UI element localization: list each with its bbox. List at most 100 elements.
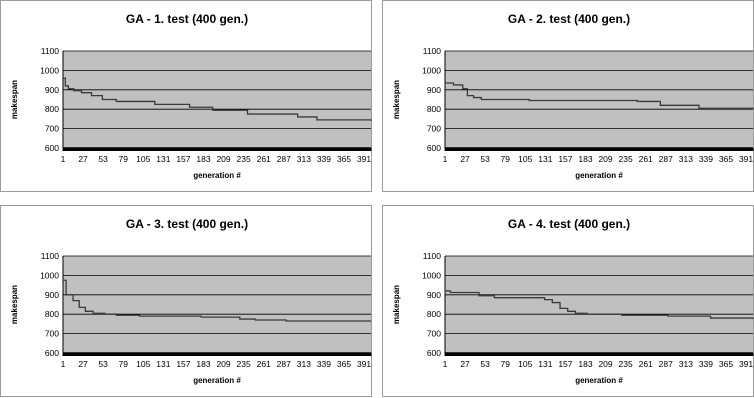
x-tick-label: 287 (277, 359, 291, 369)
y-tick-label: 800 (427, 104, 441, 114)
y-tick-label: 800 (427, 309, 441, 319)
x-tick-label: 53 (98, 359, 108, 369)
y-tick-label: 600 (45, 143, 59, 153)
x-tick-label: 235 (619, 154, 633, 164)
chart-title: GA - 3. test (400 gen.) (126, 217, 248, 231)
y-tick-label: 800 (45, 104, 59, 114)
x-tick-label: 105 (518, 154, 532, 164)
x-axis-ticks (444, 148, 754, 151)
x-tick-label: 391 (357, 154, 371, 164)
plot-area (445, 256, 753, 353)
plot-area (63, 256, 371, 353)
x-tick-label: 313 (679, 359, 693, 369)
x-axis-label: generation # (575, 171, 623, 180)
x-tick-label: 53 (480, 154, 490, 164)
x-tick-label: 131 (156, 359, 170, 369)
y-tick-label: 900 (427, 85, 441, 95)
x-tick-label: 365 (719, 359, 733, 369)
x-axis-label: generation # (193, 376, 241, 385)
x-tick-label: 131 (156, 154, 170, 164)
chart-panel-1: GA - 1. test (400 gen.) 600 700 800 900 1000 1… (0, 0, 372, 192)
x-tick-label: 1 (443, 359, 448, 369)
chart-panel-2: GA - 2. test (400 gen.) 600 700 800 900 1000 1… (382, 0, 754, 192)
x-tick-label: 391 (357, 359, 371, 369)
y-axis-label: makespan (392, 80, 401, 119)
x-tick-label: 235 (237, 154, 251, 164)
chart-title: GA - 1. test (400 gen.) (126, 12, 248, 26)
x-tick-label: 105 (136, 359, 150, 369)
y-tick-label: 1000 (422, 65, 441, 75)
x-axis-ticks (62, 148, 372, 151)
y-tick-label: 1000 (40, 65, 59, 75)
y-tick-label: 600 (45, 348, 59, 358)
y-tick-label: 1100 (41, 46, 60, 56)
series-line (63, 77, 372, 121)
x-tick-label: 339 (317, 359, 331, 369)
x-tick-label: 261 (257, 154, 271, 164)
x-tick-label: 183 (578, 154, 592, 164)
y-tick-label: 900 (45, 290, 59, 300)
chart-title: GA - 2. test (400 gen.) (508, 12, 630, 26)
x-tick-label: 261 (639, 154, 653, 164)
x-tick-label: 209 (216, 359, 230, 369)
x-tick-label: 131 (538, 359, 552, 369)
y-tick-label: 1100 (423, 46, 442, 56)
chart-title: GA - 4. test (400 gen.) (508, 217, 630, 231)
series-line (445, 290, 754, 320)
y-tick-label: 1000 (40, 270, 59, 280)
y-tick-label: 1100 (41, 251, 60, 261)
x-tick-label: 235 (237, 359, 251, 369)
x-tick-label: 27 (78, 359, 88, 369)
y-tick-label: 1100 (423, 251, 442, 261)
x-tick-label: 27 (78, 154, 88, 164)
x-axis-label: generation # (575, 376, 623, 385)
x-tick-label: 261 (639, 359, 653, 369)
x-tick-label: 79 (500, 359, 510, 369)
x-tick-label: 365 (337, 359, 351, 369)
x-tick-label: 313 (679, 154, 693, 164)
x-tick-label: 131 (538, 154, 552, 164)
y-tick-label: 900 (427, 290, 441, 300)
x-tick-label: 105 (518, 359, 532, 369)
chart-panel-3: GA - 3. test (400 gen.) 600 700 800 900 1000 1… (0, 205, 372, 397)
chart-panel-4: GA - 4. test (400 gen.) 600 700 800 900 1000 1… (382, 205, 754, 397)
y-tick-label: 700 (427, 124, 441, 134)
chart-2: GA - 2. test (400 gen.) 600 700 800 900 1000 1… (392, 12, 754, 180)
y-tick-label: 900 (45, 85, 59, 95)
x-tick-label: 27 (460, 154, 470, 164)
y-tick-label: 700 (45, 124, 59, 134)
x-tick-label: 183 (196, 359, 210, 369)
x-axis-ticks (62, 353, 372, 356)
x-tick-label: 391 (739, 359, 753, 369)
y-tick-label: 800 (45, 309, 59, 319)
x-axis-label: generation # (193, 171, 241, 180)
x-tick-label: 1 (443, 154, 448, 164)
x-tick-label: 183 (578, 359, 592, 369)
x-tick-label: 209 (598, 359, 612, 369)
x-tick-label: 313 (297, 154, 311, 164)
y-tick-label: 600 (427, 143, 441, 153)
x-tick-label: 287 (277, 154, 291, 164)
x-tick-label: 287 (659, 359, 673, 369)
x-tick-label: 391 (739, 154, 753, 164)
x-tick-label: 287 (659, 154, 673, 164)
x-tick-label: 157 (176, 359, 190, 369)
x-tick-label: 53 (480, 359, 490, 369)
chart-1: GA - 1. test (400 gen.) 600 700 800 900 1000 1… (10, 12, 372, 180)
y-tick-label: 700 (427, 329, 441, 339)
x-tick-label: 235 (619, 359, 633, 369)
chart-4: GA - 4. test (400 gen.) 600 700 800 900 1000 1… (392, 217, 754, 385)
x-tick-label: 1 (61, 154, 66, 164)
x-tick-label: 339 (317, 154, 331, 164)
x-tick-label: 105 (136, 154, 150, 164)
y-tick-label: 1000 (422, 270, 441, 280)
y-axis-label: makespan (392, 285, 401, 324)
y-axis-label: makespan (10, 80, 19, 119)
series-line (63, 279, 371, 322)
x-tick-label: 1 (61, 359, 66, 369)
x-tick-label: 79 (500, 154, 510, 164)
x-tick-label: 339 (699, 154, 713, 164)
x-tick-label: 183 (196, 154, 210, 164)
x-tick-label: 79 (118, 359, 128, 369)
x-tick-label: 365 (719, 154, 733, 164)
